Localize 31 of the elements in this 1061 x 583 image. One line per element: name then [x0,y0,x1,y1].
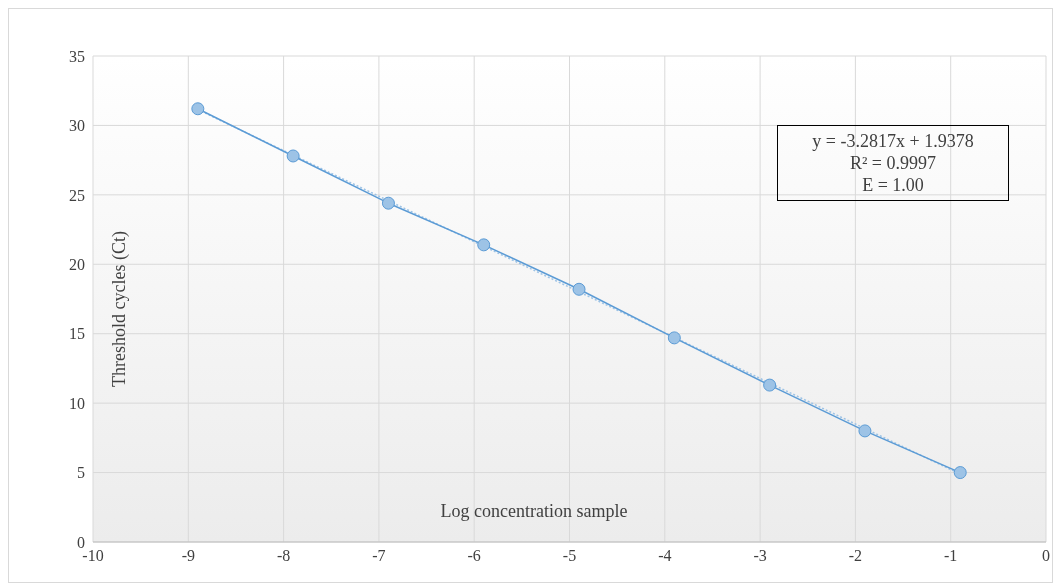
x-tick-label: -7 [372,547,386,565]
point [667,331,681,345]
x-axis-title: Log concentration sample [439,501,629,522]
x-tick-label: -4 [658,547,672,565]
point [477,238,491,252]
x-tick-label: -5 [562,547,577,565]
x-tick-label: 0 [1042,547,1050,565]
x-tick-label: -10 [82,547,104,565]
y-tick-label: 15 [69,325,85,343]
y-tick-label: 10 [69,394,85,412]
point [858,424,872,438]
x-tick-label: -8 [276,547,291,565]
annotation: y = -3.2817x + 1.9378 R² = 0.9997 E = 1.00 [811,130,975,196]
point [572,282,586,296]
x-tick-label: -2 [848,547,863,565]
point [953,466,967,480]
y-tick-label: 0 [77,533,85,551]
x-tick-label: -1 [944,547,958,565]
point [763,378,777,392]
y-tick-label: 35 [69,47,85,65]
x-tick-label: -3 [753,547,767,565]
point [286,149,300,163]
y-tick-label: 30 [69,117,85,135]
x-tick-label: -6 [467,547,481,565]
x-tick-label: -9 [181,547,195,565]
y-tick-label: 5 [77,464,85,482]
y-tick-label: 20 [69,255,85,273]
point [381,196,395,210]
y-axis-title: Threshold cycles (Ct) [108,231,130,387]
y-tick-label: 25 [69,186,85,204]
point [191,102,205,116]
